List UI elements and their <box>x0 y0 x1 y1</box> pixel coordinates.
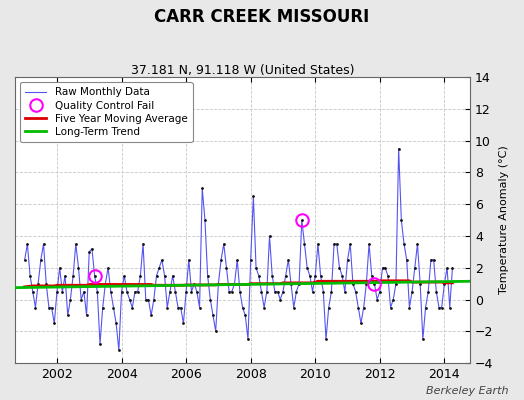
Five Year Moving Average <box>377 278 383 283</box>
Raw Monthly Data <box>301 242 308 246</box>
Raw Monthly Data <box>396 146 402 151</box>
Text: Berkeley Earth: Berkeley Earth <box>426 386 508 396</box>
Line: Raw Monthly Data: Raw Monthly Data <box>25 148 452 350</box>
Five Year Moving Average <box>143 282 149 287</box>
Legend: Raw Monthly Data, Quality Control Fail, Five Year Moving Average, Long-Term Tren: Raw Monthly Data, Quality Control Fail, … <box>20 82 192 142</box>
Raw Monthly Data <box>261 305 267 310</box>
Raw Monthly Data <box>21 258 28 262</box>
Five Year Moving Average <box>107 282 114 287</box>
Y-axis label: Temperature Anomaly (°C): Temperature Anomaly (°C) <box>499 146 509 294</box>
Raw Monthly Data <box>433 289 440 294</box>
Raw Monthly Data <box>116 348 122 353</box>
Raw Monthly Data <box>449 265 455 270</box>
Five Year Moving Average <box>299 280 305 285</box>
Text: CARR CREEK MISSOURI: CARR CREEK MISSOURI <box>155 8 369 26</box>
Raw Monthly Data <box>145 297 151 302</box>
Five Year Moving Average <box>21 284 28 289</box>
Raw Monthly Data <box>107 289 114 294</box>
Five Year Moving Average <box>258 281 265 286</box>
Five Year Moving Average <box>431 280 437 284</box>
Title: 37.181 N, 91.118 W (United States): 37.181 N, 91.118 W (United States) <box>131 64 354 77</box>
Line: Five Year Moving Average: Five Year Moving Average <box>25 281 452 287</box>
Raw Monthly Data <box>374 297 380 302</box>
Five Year Moving Average <box>449 280 455 285</box>
Five Year Moving Average <box>372 279 378 284</box>
